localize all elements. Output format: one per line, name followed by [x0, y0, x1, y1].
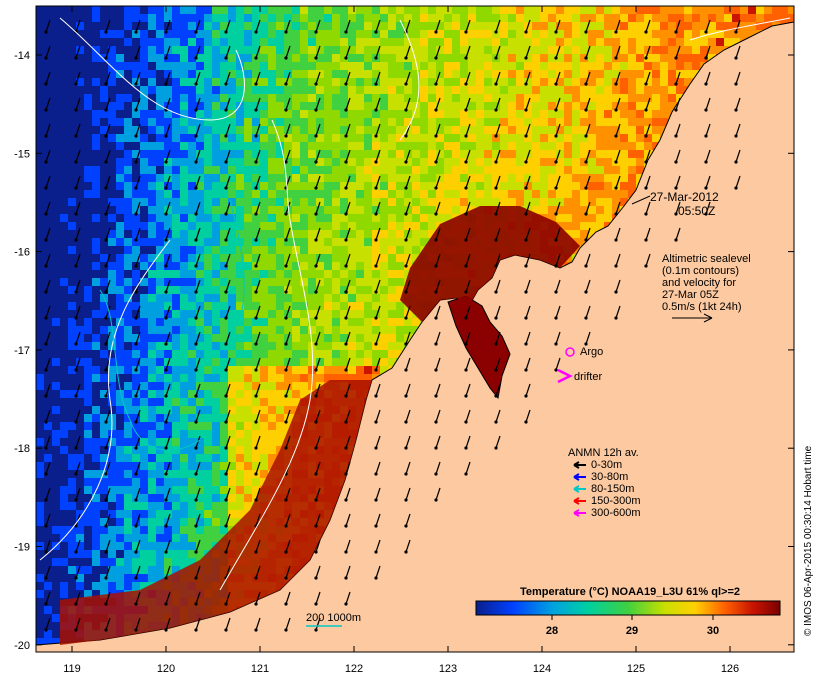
- anmn-item-label: 150-300m: [591, 495, 641, 507]
- lat-tick-label: -17: [14, 345, 30, 357]
- date-label: 27-Mar-2012: [650, 190, 719, 204]
- altimetry-note: Altimetric sealevel (0.1m contours) and …: [662, 253, 751, 323]
- lat-tick-label: -16: [14, 247, 30, 259]
- coastal-warm-water: [400, 206, 580, 322]
- southern-warm-band: [60, 380, 372, 645]
- lon-tick-label: 123: [439, 663, 457, 675]
- anmn-item-label: 30-80m: [591, 471, 628, 483]
- anmn-item-label: 300-600m: [591, 507, 641, 519]
- island-kimberley: [447, 295, 511, 400]
- anmn-title: ANMN 12h av.: [568, 447, 639, 459]
- latitude-axis: -14 -15 -16 -17 -18 -19 -20: [14, 50, 794, 652]
- argo-marker-icon: [565, 347, 575, 357]
- anmn-item-label: 80-150m: [591, 483, 634, 495]
- lon-tick-label: 119: [63, 663, 81, 675]
- lat-tick-label: -15: [14, 148, 30, 160]
- lon-tick-label: 120: [157, 663, 175, 675]
- date-pointer-line: [631, 195, 651, 205]
- longitude-axis: 119 120 121 122 123 124 125 126: [63, 6, 739, 675]
- scale-label: 200 1000m: [306, 612, 361, 624]
- drifter-label: drifter: [574, 371, 602, 383]
- lon-tick-label: 124: [533, 663, 551, 675]
- credit-label: © IMOS 06-Apr-2015 00:30:14 Hobart time: [803, 445, 814, 636]
- lat-tick-label: -18: [14, 443, 30, 455]
- map-frame: [35, 5, 795, 653]
- bathymetry-contours: [99, 199, 245, 451]
- anmn-item-label: 0-30m: [591, 459, 622, 471]
- anmn-legend: ANMN 12h av. 0-30m30-80m80-150m150-300m3…: [568, 447, 641, 519]
- time-label: 05:50Z: [678, 204, 715, 218]
- lon-tick-label: 126: [721, 663, 739, 675]
- sealevel-contours: [39, 17, 791, 591]
- lat-tick-label: -14: [14, 50, 30, 62]
- argo-label: Argo: [580, 346, 603, 358]
- lat-tick-label: -19: [14, 542, 30, 554]
- lat-tick-label: -20: [14, 640, 30, 652]
- colorbar-gradient: [475, 600, 781, 616]
- depth-scale: 200 1000m: [306, 612, 361, 627]
- current-vectors: [44, 19, 741, 632]
- map-plot-area[interactable]: [36, 6, 796, 654]
- lon-tick-label: 125: [627, 663, 645, 675]
- lon-tick-label: 122: [345, 663, 363, 675]
- colorbar: Temperature (°C) NOAA19_L3U 61% ql>=2 28…: [475, 586, 781, 637]
- colorbar-tick-label: 30: [707, 625, 719, 637]
- lon-tick-label: 121: [251, 663, 269, 675]
- colorbar-tick-label: 29: [626, 625, 638, 637]
- colorbar-tick-label: 28: [546, 625, 558, 637]
- colorbar-title: Temperature (°C) NOAA19_L3U 61% ql>=2: [520, 586, 740, 598]
- drifter-marker-icon: [557, 368, 573, 384]
- float-legend: Argo drifter: [557, 346, 603, 384]
